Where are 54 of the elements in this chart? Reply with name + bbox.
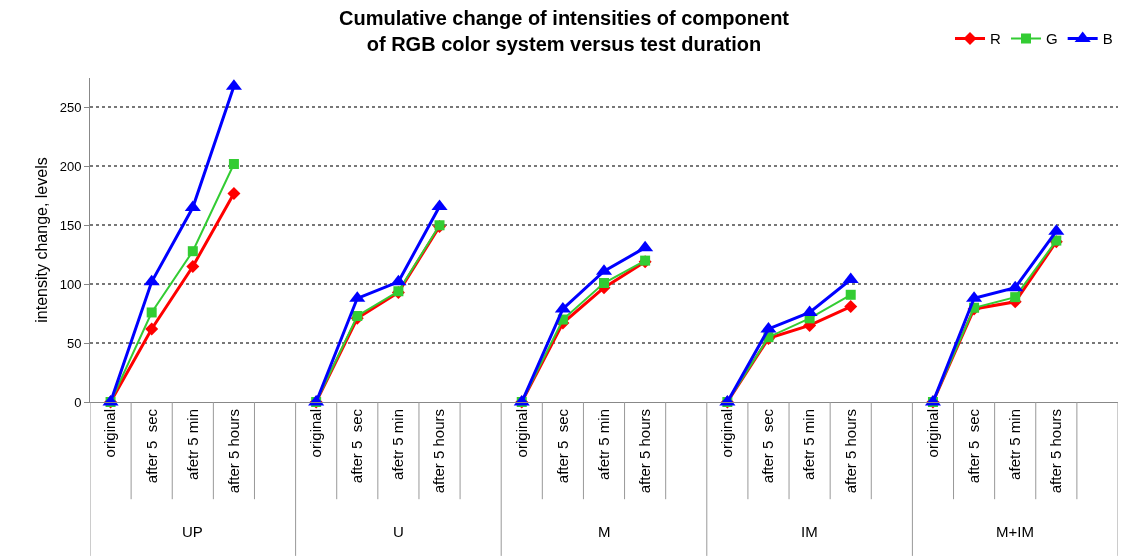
x-tick-label: after 5 sec	[142, 408, 160, 484]
point	[145, 322, 159, 336]
x-tick-label: afetr 5 min	[1006, 409, 1024, 480]
point	[845, 289, 856, 300]
legend-label: G	[1046, 30, 1058, 48]
x-tick-label: after 5 sec	[348, 408, 366, 484]
x-tick-label: after 5 hours	[1047, 409, 1065, 494]
point	[146, 307, 157, 318]
point	[352, 310, 363, 321]
point	[760, 321, 777, 333]
x-tick-label: after 5 hours	[841, 409, 859, 494]
point	[844, 300, 858, 314]
y-tick-label: 250	[59, 100, 82, 115]
legend-label: R	[990, 30, 1001, 48]
chart-title: Cumulative change of intensities of component of RGB color system versus test duration	[338, 7, 790, 56]
point	[1010, 292, 1021, 303]
x-tick-label: original	[923, 409, 941, 458]
x-tick-label: after 5 sec	[964, 408, 982, 484]
point	[143, 274, 160, 286]
y-tick-label: 50	[66, 335, 82, 351]
x-tick-label: original	[307, 409, 325, 458]
y-axis-title: intensity change, levels	[32, 157, 50, 323]
y-tick-label: 200	[59, 158, 82, 174]
legend-label: B	[1102, 30, 1113, 48]
point	[184, 200, 201, 212]
x-tick-label: afetr 5 min	[594, 409, 612, 480]
x-tick-label: original	[718, 409, 736, 458]
x-tick-label: original	[101, 409, 119, 458]
x-tick-label: original	[512, 409, 530, 458]
x-tick-label: afetr 5 min	[800, 409, 818, 480]
x-tick-label: after 5 sec	[553, 408, 571, 484]
y-tick-label: 0	[74, 394, 82, 410]
text: M	[598, 523, 611, 540]
point	[1007, 280, 1024, 292]
x-tick-label: after 5 hours	[635, 409, 653, 494]
text: U	[393, 523, 404, 540]
point	[390, 274, 407, 286]
point	[227, 186, 241, 200]
text: IM	[801, 523, 818, 540]
x-tick-label: after 5 hours	[224, 409, 242, 494]
point	[186, 260, 200, 274]
x-tick-label: afetr 5 min	[389, 409, 407, 480]
y-tick-label: 150	[59, 217, 82, 233]
text: UP	[182, 523, 203, 540]
x-tick-label: afetr 5 min	[183, 409, 201, 480]
text: M+IM	[996, 523, 1034, 540]
x-tick-label: after 5 hours	[430, 409, 448, 494]
x-tick-label: after 5 sec	[759, 408, 777, 484]
point	[554, 301, 571, 313]
y-tick-label: 100	[59, 276, 82, 292]
point	[187, 246, 198, 257]
point	[599, 278, 609, 288]
point	[228, 159, 239, 170]
point	[637, 240, 654, 252]
